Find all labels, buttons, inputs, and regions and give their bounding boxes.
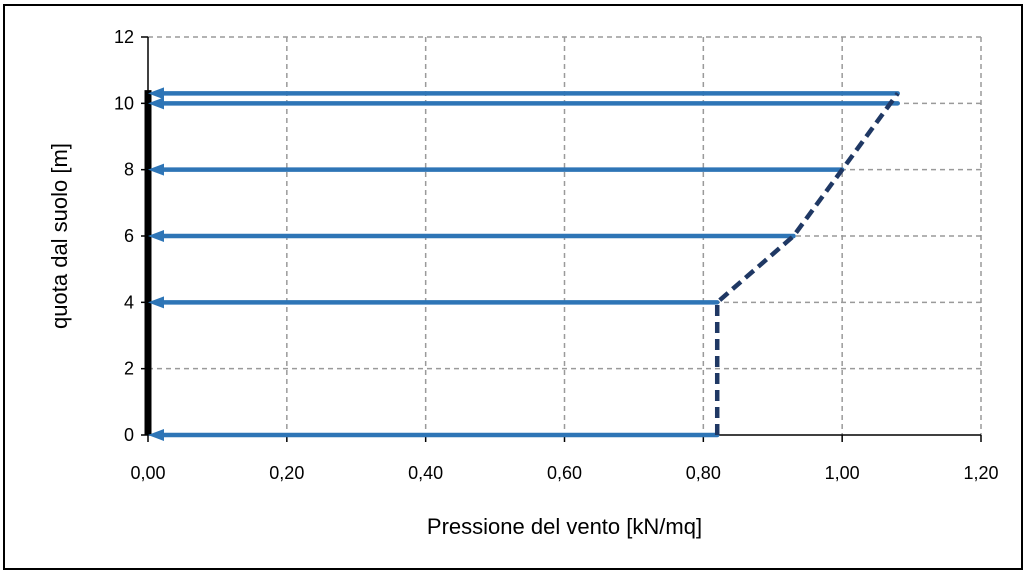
y-tick-label: 0 xyxy=(124,425,134,445)
x-tick-label: 0,80 xyxy=(686,463,721,483)
arrow-head xyxy=(148,230,164,242)
arrow-head xyxy=(148,97,164,110)
arrow-head xyxy=(148,87,164,100)
arrow-head xyxy=(148,296,164,309)
y-axis-title: quota dal suolo [m] xyxy=(47,143,72,329)
x-tick-label: 0,40 xyxy=(408,463,443,483)
axes-layer xyxy=(141,36,982,442)
y-tick-label: 10 xyxy=(114,93,134,113)
y-tick-label: 8 xyxy=(124,160,134,180)
y-tick-label: 2 xyxy=(124,359,134,379)
x-tick-label: 1,00 xyxy=(825,463,860,483)
arrow-head xyxy=(148,163,164,176)
y-tick-label: 12 xyxy=(114,27,134,47)
series-layer xyxy=(144,87,900,441)
pressure-profile-line xyxy=(714,92,900,435)
x-axis-title: Pressione del vento [kN/mq] xyxy=(427,514,702,539)
y-tick-label: 4 xyxy=(124,292,134,312)
chart-frame: 0,00 0,20 0,40 0,60 0,80 1,00 1,20 0 2 4 6 8 10 12 Pr… xyxy=(3,4,1023,570)
arrow-head xyxy=(148,429,164,441)
x-tick-label: 0,00 xyxy=(130,463,165,483)
labels-layer: 0,00 0,20 0,40 0,60 0,80 1,00 1,20 0 2 4 6 8 10 12 xyxy=(114,27,999,483)
x-tick-label: 0,20 xyxy=(269,463,304,483)
x-tick-label: 0,60 xyxy=(547,463,582,483)
y-tick-label: 6 xyxy=(124,226,134,246)
x-tick-label: 1,20 xyxy=(963,463,998,483)
chart-svg: 0,00 0,20 0,40 0,60 0,80 1,00 1,20 0 2 4 6 8 10 12 Pr… xyxy=(47,27,999,539)
